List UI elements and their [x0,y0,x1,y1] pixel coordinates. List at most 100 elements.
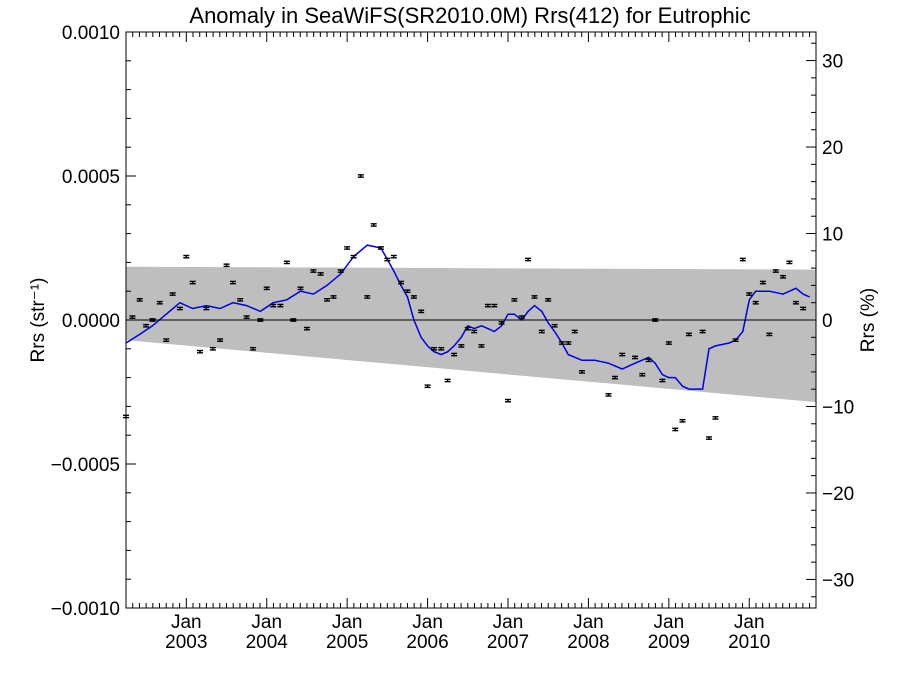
data-point [364,295,371,299]
right-tick-label: −10 [822,397,854,418]
data-point [377,246,384,250]
data-point [169,292,176,296]
data-point [324,297,331,302]
x-tick-label-year: 2005 [326,632,368,653]
x-tick-label-month: Jan [573,612,604,633]
data-point [504,398,511,403]
data-point [578,369,585,374]
data-point [531,295,538,299]
data-point [732,338,739,343]
data-point [451,352,458,357]
data-point [458,344,465,348]
y-axis-label-left: Rrs (str⁻¹) [28,278,49,363]
data-point [772,269,779,273]
data-point [665,341,672,345]
data-point [404,289,411,294]
data-point [189,280,196,285]
data-point [652,318,659,322]
data-point [464,326,471,331]
x-tick-label-month: Jan [493,612,524,633]
data-point [237,297,244,302]
data-point [632,355,639,360]
data-point [390,254,397,259]
uncertainty-band-polygon [126,266,816,403]
left-tick-label: −0.0010 [51,599,120,620]
data-point [290,318,297,322]
data-point [283,260,290,265]
data-point [525,257,532,262]
data-point [149,318,156,322]
data-point [270,303,277,308]
data-point [136,297,143,302]
trend-line [125,244,810,390]
right-tick-label: 20 [822,138,843,159]
data-point [129,315,136,319]
data-point [223,263,230,268]
x-tick-label-month: Jan [251,612,282,633]
data-point [143,323,150,328]
axis-ticks [125,31,816,609]
left-tick-labels: −0.0010 −0.0005 0.0000 0.0005 0.0010 [51,23,120,620]
data-point [659,378,666,383]
data-point [337,269,344,273]
left-tick-label: 0.0000 [62,311,120,332]
data-point [163,338,170,343]
data-point [551,323,558,328]
data-point [444,378,451,383]
data-point [478,344,485,348]
data-point [518,315,525,319]
data-point [759,280,766,285]
data-point [611,375,618,380]
data-point [498,321,505,325]
data-point [243,315,250,319]
x-tick-label-month: Jan [734,612,765,633]
data-point [786,260,793,265]
data-point [484,303,491,308]
data-point [565,341,572,345]
data-point [679,418,686,423]
data-point [384,257,391,262]
x-tick-label-month: Jan [654,612,685,633]
uncertainty-band [126,266,816,403]
data-point [418,309,425,314]
right-tick-label: 10 [822,225,843,246]
data-point [250,346,257,351]
data-point [410,295,417,299]
data-point [176,306,183,311]
data-point [424,384,431,389]
left-tick-label: 0.0010 [62,23,120,44]
data-point [672,427,679,432]
x-tick-label-year: 2004 [246,632,289,653]
data-point [792,300,799,305]
data-point [752,300,759,305]
right-tick-label: −30 [822,570,854,591]
data-point [605,393,612,397]
data-point [209,346,216,351]
data-point [639,372,646,377]
data-point [699,329,706,334]
data-point [746,292,753,296]
data-point [538,329,545,334]
data-point [350,254,357,259]
data-point [438,346,445,351]
data-point [317,272,324,276]
data-point [685,332,692,337]
data-points [123,174,807,440]
x-tick-label-year: 2007 [487,632,529,653]
data-point [766,332,773,337]
x-tick-label-year: 2010 [728,632,770,653]
data-point [196,349,203,354]
x-tick-label-month: Jan [171,612,202,633]
x-tick-label-year: 2008 [567,632,609,653]
x-tick-label-year: 2006 [406,632,448,653]
data-point [297,286,304,291]
data-point [511,297,518,302]
right-tick-labels: −30 −20 −10 0 10 20 30 [822,52,854,592]
data-point [357,174,364,178]
data-point [712,416,719,420]
data-point [491,303,498,308]
data-point [156,300,163,305]
x-tick-label-year: 2009 [648,632,690,653]
data-point [203,306,210,311]
